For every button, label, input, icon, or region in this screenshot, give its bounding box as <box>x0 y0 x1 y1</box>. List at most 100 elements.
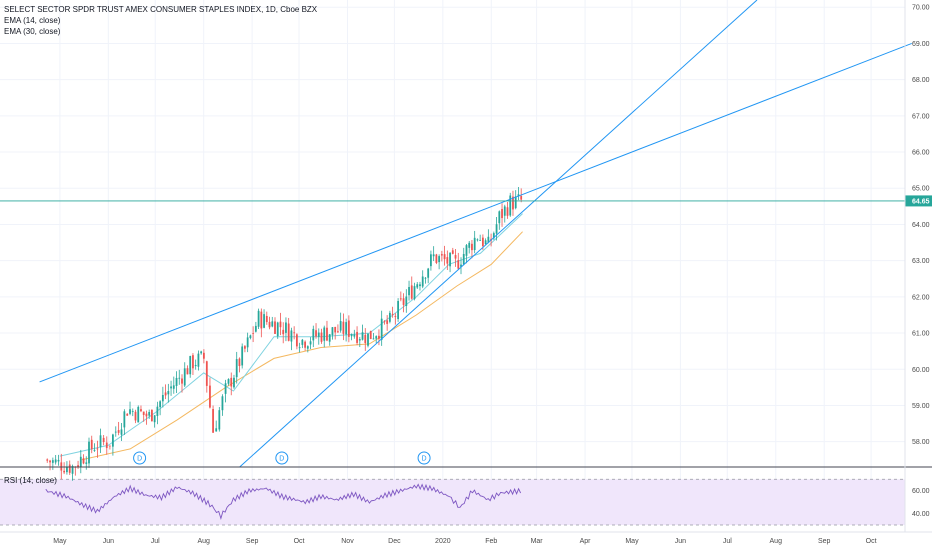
candle-body[interactable] <box>60 462 63 471</box>
candle-body[interactable] <box>153 415 156 423</box>
candle-body[interactable] <box>503 206 506 216</box>
candle-body[interactable] <box>200 351 203 354</box>
candle-body[interactable] <box>290 330 293 342</box>
candle-body[interactable] <box>137 406 140 423</box>
candle-body[interactable] <box>68 464 71 473</box>
candle-body[interactable] <box>230 377 233 387</box>
candle-body[interactable] <box>298 347 301 349</box>
rsi-pane[interactable]: 40.00 60.00 <box>0 478 930 526</box>
candle-body[interactable] <box>484 240 487 245</box>
candle-body[interactable] <box>260 311 263 329</box>
candle-body[interactable] <box>159 401 162 408</box>
candle-body[interactable] <box>293 332 296 334</box>
candle-body[interactable] <box>514 196 517 209</box>
candle-body[interactable] <box>326 327 328 341</box>
candle-body[interactable] <box>391 313 394 315</box>
candle-body[interactable] <box>189 356 192 375</box>
candle-body[interactable] <box>440 254 443 256</box>
candle-body[interactable] <box>99 435 102 448</box>
candle-body[interactable] <box>394 316 397 317</box>
candle-body[interactable] <box>306 346 309 349</box>
candle-body[interactable] <box>249 335 252 339</box>
candle-body[interactable] <box>430 254 432 267</box>
candle-body[interactable] <box>244 346 246 349</box>
dividend-marker[interactable] <box>417 451 431 465</box>
candle-body[interactable] <box>57 459 60 462</box>
candle-body[interactable] <box>419 284 421 287</box>
candle-body[interactable] <box>221 396 224 411</box>
candle-body[interactable] <box>215 428 218 432</box>
candle-body[interactable] <box>397 301 399 319</box>
candle-body[interactable] <box>254 325 257 332</box>
candle-body[interactable] <box>438 256 441 263</box>
candle-body[interactable] <box>506 207 509 216</box>
candle-body[interactable] <box>487 236 490 243</box>
candle-body[interactable] <box>479 240 482 241</box>
candle-body[interactable] <box>337 331 339 333</box>
dividend-marker[interactable] <box>133 451 147 465</box>
candle-body[interactable] <box>312 328 315 341</box>
candle-body[interactable] <box>129 409 131 414</box>
candle-body[interactable] <box>82 458 85 464</box>
candle-body[interactable] <box>252 333 255 334</box>
candle-body[interactable] <box>443 254 446 260</box>
candle-body[interactable] <box>462 253 465 265</box>
candle-body[interactable] <box>156 406 159 416</box>
candle-body[interactable] <box>323 327 326 341</box>
candle-body[interactable] <box>77 465 79 467</box>
candle-body[interactable] <box>218 410 221 430</box>
candle-body[interactable] <box>364 334 367 344</box>
candle-body[interactable] <box>492 233 495 239</box>
candle-body[interactable] <box>375 336 378 339</box>
candle-body[interactable] <box>465 245 468 256</box>
candles[interactable] <box>46 187 523 481</box>
candle-body[interactable] <box>509 195 512 216</box>
candle-body[interactable] <box>347 320 350 337</box>
candle-body[interactable] <box>170 386 172 389</box>
candle-body[interactable] <box>512 196 514 210</box>
candle-body[interactable] <box>102 437 105 443</box>
candle-body[interactable] <box>178 377 181 379</box>
candle-body[interactable] <box>49 460 51 463</box>
candle-body[interactable] <box>317 332 320 337</box>
candle-body[interactable] <box>54 459 57 463</box>
candle-body[interactable] <box>109 445 111 447</box>
candle-body[interactable] <box>51 460 54 463</box>
candle-body[interactable] <box>93 449 96 451</box>
candle-body[interactable] <box>205 361 208 386</box>
trendlines[interactable]: 64.65 <box>0 0 932 468</box>
candle-body[interactable] <box>96 448 99 450</box>
candle-body[interactable] <box>350 334 353 337</box>
candle-body[interactable] <box>435 254 438 263</box>
candle-body[interactable] <box>194 364 197 367</box>
candle-body[interactable] <box>495 224 498 234</box>
candle-body[interactable] <box>309 341 312 345</box>
candle-body[interactable] <box>449 252 451 267</box>
candle-body[interactable] <box>63 470 66 473</box>
candle-body[interactable] <box>402 298 405 305</box>
candle-body[interactable] <box>142 411 145 415</box>
candle-body[interactable] <box>268 321 271 328</box>
candle-body[interactable] <box>334 326 337 333</box>
candle-body[interactable] <box>451 250 454 254</box>
candle-body[interactable] <box>126 413 129 416</box>
candle-body[interactable] <box>151 409 153 422</box>
candle-body[interactable] <box>372 338 375 340</box>
candle-body[interactable] <box>424 277 427 279</box>
candle-body[interactable] <box>301 339 304 345</box>
candle-body[interactable] <box>148 411 151 416</box>
candle-body[interactable] <box>345 322 348 335</box>
candle-body[interactable] <box>468 242 471 248</box>
candle-body[interactable] <box>356 331 358 343</box>
candle-body[interactable] <box>473 237 476 251</box>
candle-body[interactable] <box>79 456 82 468</box>
candle-body[interactable] <box>427 268 430 278</box>
candle-body[interactable] <box>145 413 148 417</box>
candle-body[interactable] <box>112 434 114 447</box>
candle-body[interactable] <box>131 411 134 412</box>
candle-body[interactable] <box>501 208 503 219</box>
candle-body[interactable] <box>183 368 186 386</box>
candle-body[interactable] <box>369 330 372 339</box>
candle-body[interactable] <box>140 409 142 412</box>
candle-body[interactable] <box>446 257 449 264</box>
